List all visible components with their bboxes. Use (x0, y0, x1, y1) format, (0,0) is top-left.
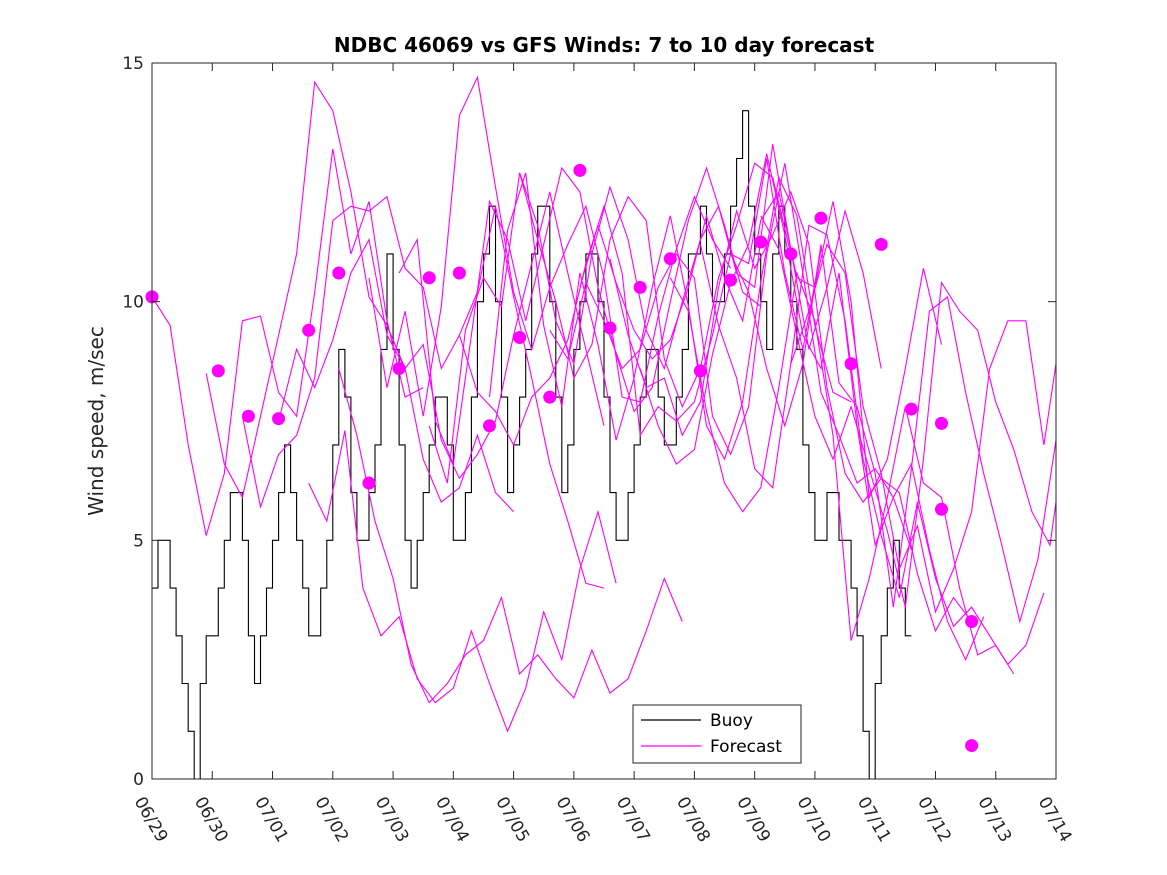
forecast-marker (874, 237, 888, 251)
y-tick-label: 10 (122, 293, 144, 313)
series-line-forecast-13 (549, 163, 912, 551)
series-line-forecast-4 (278, 191, 605, 480)
forecast-marker (965, 614, 979, 628)
forecast-marker (934, 502, 948, 516)
series-line-forecast-10 (458, 158, 822, 447)
forecast-marker (934, 416, 948, 430)
series-line-forecast-18 (699, 224, 1045, 666)
legend-label-buoy: Buoy (710, 711, 753, 731)
series-line-forecast-15 (609, 190, 973, 633)
series-line-forecast-9 (428, 162, 792, 484)
series-line-forecast-1 (151, 148, 424, 536)
axes-box (151, 62, 1057, 780)
forecast-marker (965, 739, 979, 753)
chart-title: NDBC 46069 vs GFS Winds: 7 to 10 day for… (334, 33, 875, 57)
series-line-forecast-17 (669, 270, 1015, 675)
forecast-marker (272, 412, 286, 426)
legend: Buoy Forecast (632, 704, 802, 764)
forecast-marker (784, 247, 798, 261)
forecast-marker (724, 273, 738, 287)
forecast-marker (543, 390, 557, 404)
series-line-forecast-19 (730, 244, 1057, 624)
forecast-marker (904, 402, 918, 416)
forecast-marker (482, 419, 496, 433)
series-line-forecast-16 (639, 153, 985, 662)
forecast-marker (633, 280, 647, 294)
forecast-marker (211, 364, 225, 378)
plot-area (152, 63, 1056, 779)
y-tick-label: 0 (133, 770, 144, 790)
legend-box (632, 704, 802, 764)
forecast-marker (603, 321, 617, 335)
forecast-marker (513, 330, 527, 344)
series-line-forecast-8 (398, 166, 762, 467)
forecast-marker (241, 409, 255, 423)
y-tick-label: 15 (122, 54, 144, 74)
y-tick-label: 5 (133, 531, 144, 551)
forecast-marker (693, 364, 707, 378)
series-line-forecast-2 (205, 80, 514, 513)
marker-layer (145, 163, 979, 753)
forecast-marker (844, 357, 858, 371)
series-line-forecast-6 (338, 368, 683, 704)
forecast-marker (814, 211, 828, 225)
forecast-marker (302, 323, 316, 337)
y-axis-label: Wind speed, m/sec (84, 326, 108, 516)
forecast-marker (663, 252, 677, 266)
series-line-forecast-21 (790, 243, 1057, 614)
legend-label-forecast: Forecast (710, 737, 782, 757)
forecast-marker (754, 235, 768, 249)
series-layer (151, 75, 1057, 780)
forecast-marker (362, 476, 376, 490)
forecast-marker (392, 361, 406, 375)
forecast-marker (452, 266, 466, 280)
y-axis: 0 5 10 15 (122, 54, 1056, 790)
forecast-marker (332, 266, 346, 280)
forecast-marker (573, 163, 587, 177)
series-line-forecast-3 (241, 195, 605, 589)
forecast-marker (422, 271, 436, 285)
